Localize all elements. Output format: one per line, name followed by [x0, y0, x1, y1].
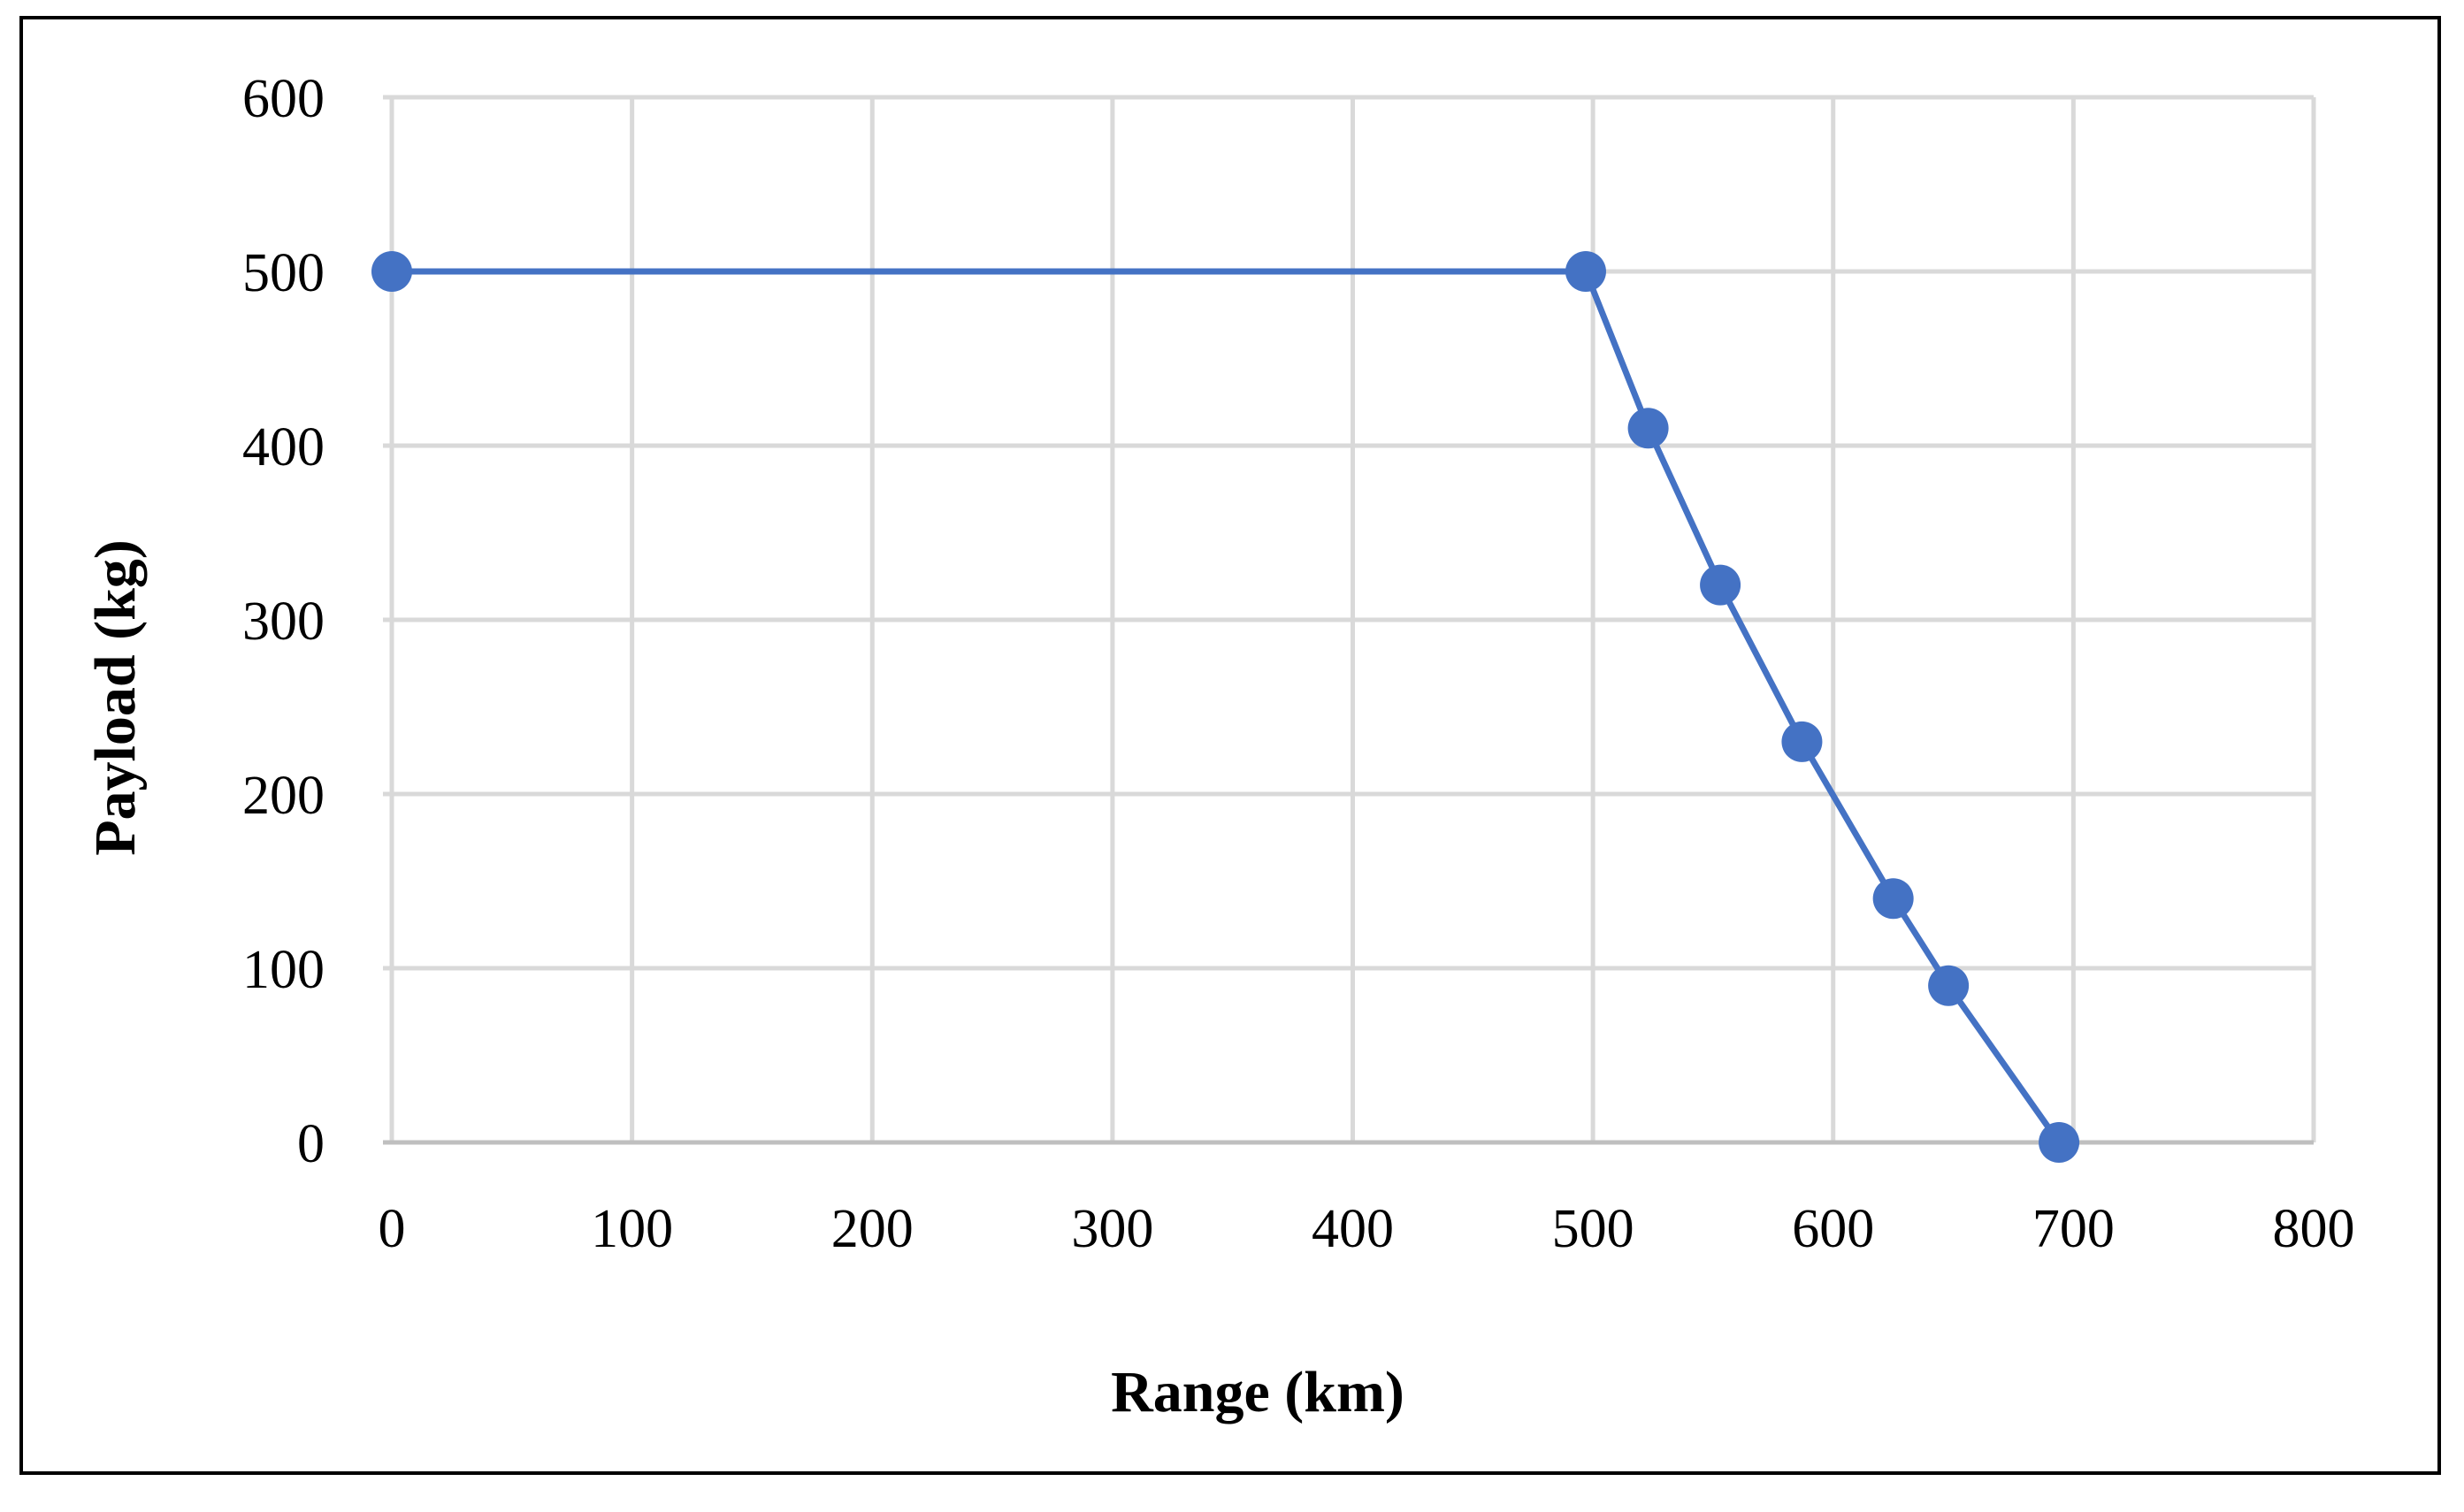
data-point-2 — [1627, 408, 1669, 449]
x-tick-label-700: 700 — [2032, 1199, 2115, 1259]
data-point-6 — [1928, 965, 1970, 1006]
y-tick-label-500: 500 — [242, 243, 325, 303]
grid-lines — [383, 95, 2316, 1145]
series-line-0 — [388, 268, 2062, 1146]
x-axis-title: Range (km) — [1111, 1360, 1404, 1424]
x-tick-label-600: 600 — [1792, 1199, 1874, 1259]
x-tick-label-200: 200 — [831, 1199, 914, 1259]
x-tick-label-500: 500 — [1552, 1199, 1634, 1259]
y-tick-labels: 0 100 200 300 400 500 600 — [242, 69, 325, 1174]
data-point-0 — [371, 251, 412, 292]
chart-frame — [19, 16, 2441, 1475]
y-axis-title: Payload (kg) — [83, 539, 148, 856]
x-tick-label-400: 400 — [1312, 1199, 1394, 1259]
y-tick-label-0: 0 — [297, 1114, 325, 1174]
x-tick-labels: 0 100 200 300 400 500 600 700 800 — [379, 1199, 2355, 1259]
data-point-4 — [1781, 721, 1823, 762]
series-markers — [371, 251, 2080, 1163]
data-point-1 — [1565, 251, 1606, 292]
y-tick-label-100: 100 — [242, 940, 325, 1000]
y-tick-label-400: 400 — [242, 417, 325, 477]
x-tick-label-100: 100 — [591, 1199, 673, 1259]
data-point-7 — [2039, 1122, 2080, 1163]
data-point-3 — [1700, 564, 1741, 606]
y-tick-label-200: 200 — [242, 766, 325, 826]
x-tick-label-0: 0 — [379, 1199, 406, 1259]
x-tick-label-300: 300 — [1071, 1199, 1153, 1259]
data-point-5 — [1872, 878, 1914, 920]
y-tick-label-600: 600 — [242, 69, 325, 129]
y-tick-label-300: 300 — [242, 592, 325, 652]
x-tick-label-800: 800 — [2273, 1199, 2355, 1259]
series-line — [388, 268, 2062, 1146]
